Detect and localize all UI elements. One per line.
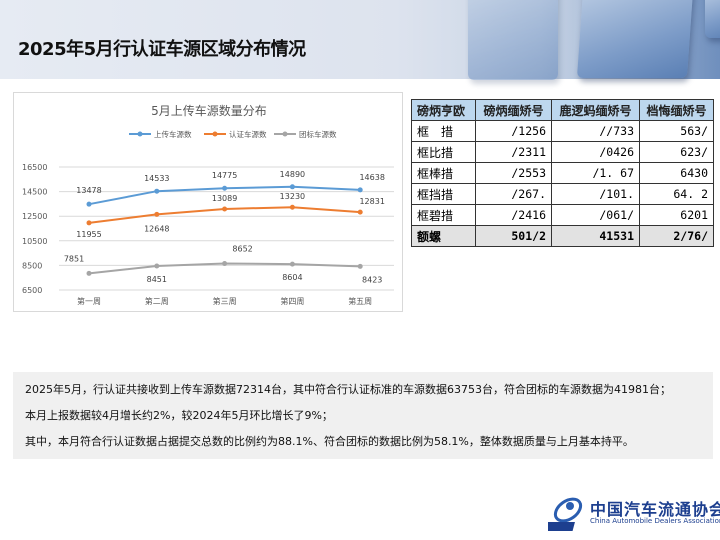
table-cell: /2553 — [475, 162, 552, 184]
data-label: 8423 — [362, 275, 382, 284]
y-tick-label: 16500 — [22, 163, 47, 172]
legend-marker — [137, 131, 143, 137]
table-cell: /2416 — [475, 204, 552, 226]
data-point — [357, 263, 363, 269]
data-label: 8604 — [282, 273, 302, 282]
legend-label: 团标车源数 — [299, 129, 337, 139]
data-label: 14775 — [212, 171, 237, 180]
table-cell: /101. — [551, 183, 640, 205]
table-cell: 623/ — [639, 141, 714, 163]
table-cell: /1. 67 — [551, 162, 640, 184]
table-cell: 框 措 — [411, 120, 476, 142]
cada-emblem-icon — [548, 497, 583, 531]
column-header: 磅炳缅矫号 — [475, 99, 552, 121]
data-point — [154, 211, 160, 217]
data-label: 13478 — [76, 186, 101, 195]
data-point — [154, 188, 160, 194]
summary-line: 其中，本月符合行认证数据占据提交总数的比例约为88.1%、符合团标的数据比例为5… — [25, 435, 634, 448]
chart-title: 5月上传车源数量分布 — [151, 103, 267, 118]
table-cell: /1256 — [475, 120, 552, 142]
legend-label: 认证车源数 — [229, 129, 267, 139]
data-point — [357, 187, 363, 193]
legend-marker — [212, 131, 218, 137]
line-chart: 5月上传车源数量分布 6500 8500 10500 12500 14500 16500 第一… — [13, 92, 403, 312]
column-header: 磅炳亨欧 — [411, 99, 476, 121]
data-label: 13230 — [280, 192, 305, 201]
data-point — [154, 263, 160, 269]
column-header: 档悔缅矫号 — [639, 99, 714, 121]
table-cell: 6430 — [639, 162, 714, 184]
summary-line: 本月上报数据较4月增长约2%，较2024年5月环比增长了9%； — [25, 409, 333, 422]
summary-line: 2025年5月，行认证共接收到上传车源数据72314台，其中符合行认证标准的车源… — [25, 383, 671, 396]
x-tick-label: 第三周 — [213, 296, 237, 306]
cada-logo: 中国汽车流通协会 China Automobile Dealers Associ… — [548, 492, 720, 534]
column-header: 鹿逻蚂缅矫号 — [551, 99, 640, 121]
table-cell: 563/ — [639, 120, 714, 142]
table-row: 框挡措/267./101. 64. 2 — [411, 183, 714, 205]
table-cell: 框碧措 — [411, 204, 476, 226]
data-label: 12831 — [359, 197, 384, 206]
y-tick-label: 12500 — [22, 212, 47, 221]
table-cell: /2311 — [475, 141, 552, 163]
total-cell: 2/76/ — [639, 225, 714, 247]
data-point — [222, 185, 228, 191]
total-cell: 41531 — [551, 225, 640, 247]
data-label: 7851 — [64, 254, 84, 263]
data-label: 12648 — [144, 224, 169, 233]
table-cell: 6201 — [639, 204, 714, 226]
data-point — [86, 201, 92, 207]
table-cell: 64. 2 — [639, 183, 714, 205]
table-row: 框比措/2311/0426 623/ — [411, 141, 714, 163]
decorative-cube — [576, 0, 694, 78]
total-cell: 额螺 — [411, 225, 476, 247]
summary-box: 2025年5月，行认证共接收到上传车源数据72314台，其中符合行认证标准的车源… — [13, 372, 713, 459]
logo-text-en: China Automobile Dealers Association — [590, 517, 720, 525]
x-tick-label: 第二周 — [145, 296, 169, 306]
header-banner: 2025年5月行认证车源区域分布情况 — [0, 0, 720, 80]
logo-text-cn: 中国汽车流通协会 — [590, 500, 720, 519]
y-tick-label: 14500 — [22, 188, 47, 197]
legend-label: 上传车源数 — [154, 129, 192, 139]
data-label: 8652 — [232, 245, 252, 254]
data-table: 磅炳亨欧 磅炳缅矫号 鹿逻蚂缅矫号 档悔缅矫号 框 措/1256//733 563… — [411, 99, 714, 247]
data-point — [222, 261, 228, 267]
table-cell: /0426 — [551, 141, 640, 163]
table-row: 框 措/1256//733 563/ — [411, 120, 714, 142]
table-row: 框碧措/2416/061/6201 — [411, 204, 714, 226]
page-title: 2025年5月行认证车源区域分布情况 — [18, 39, 306, 60]
table-cell: //733 — [551, 120, 640, 142]
data-point — [222, 206, 228, 212]
data-label: 14638 — [359, 173, 384, 182]
data-point — [357, 209, 363, 215]
data-point — [289, 184, 295, 190]
table-cell: 框挡措 — [411, 183, 476, 205]
data-point — [86, 270, 92, 276]
decorative-cube — [705, 0, 720, 38]
table-cell: /061/ — [551, 204, 640, 226]
y-tick-label: 6500 — [22, 286, 42, 295]
table-header-row: 磅炳亨欧 磅炳缅矫号 鹿逻蚂缅矫号 档悔缅矫号 — [411, 99, 714, 121]
data-point — [289, 204, 295, 210]
y-tick-label: 10500 — [22, 237, 47, 246]
x-tick-label: 第四周 — [280, 296, 304, 306]
total-cell: 501/2 — [475, 225, 552, 247]
legend-marker — [282, 131, 288, 137]
table-cell: 框棒措 — [411, 162, 476, 184]
x-tick-label: 第一周 — [77, 296, 101, 306]
chart-svg: 5月上传车源数量分布 6500 8500 10500 12500 14500 16500 第一… — [22, 103, 394, 306]
data-point — [289, 261, 295, 267]
data-label: 11955 — [76, 230, 101, 239]
total-row: 额螺 501/2 41531 2/76/ — [411, 225, 714, 247]
y-tick-label: 8500 — [22, 261, 42, 270]
decorative-cube — [468, 0, 558, 80]
x-tick-label: 第五周 — [348, 296, 372, 306]
data-label: 13089 — [212, 194, 237, 203]
data-label: 8451 — [147, 275, 167, 284]
table-row: 框棒措/2553/1. 67 6430 — [411, 162, 714, 184]
table-cell: /267. — [475, 183, 552, 205]
data-label: 14890 — [280, 170, 305, 179]
data-point — [86, 220, 92, 226]
data-label: 14533 — [144, 174, 169, 183]
table-cell: 框比措 — [411, 141, 476, 163]
